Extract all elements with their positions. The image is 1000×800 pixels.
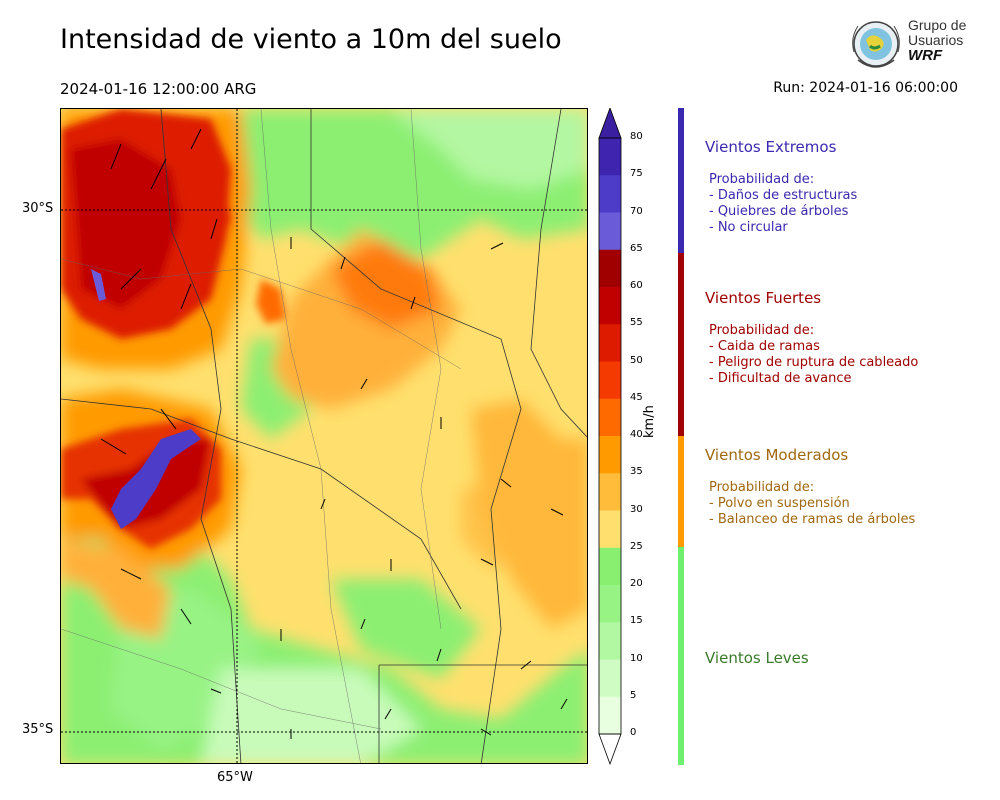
colorbar-tick-label: 30 [630, 503, 643, 515]
colorbar-tick-label: 60 [630, 280, 643, 291]
wind-field [61, 109, 587, 763]
map-title: Intensidad de viento a 10m del suelo [60, 24, 562, 55]
wind-map [60, 108, 588, 764]
colorbar-tick-label: 70 [630, 205, 643, 217]
colorbar-segment [599, 696, 621, 735]
colorbar-tick-label: 10 [630, 652, 643, 664]
colorbar-tick-label: 45 [630, 391, 643, 403]
colorbar-max-arrow [598, 106, 622, 139]
wrf-logo: Grupo de Usuarios WRF [848, 16, 968, 72]
colorbar-segment [599, 361, 621, 400]
colorbar-tick-label: 5 [630, 689, 637, 701]
colorbar-segment [599, 249, 621, 288]
colorbar-tick-label: 35 [630, 466, 643, 478]
category-desc-moderados: Probabilidad de: - Polvo en suspensión -… [709, 480, 916, 527]
colorbar-segment [599, 324, 621, 362]
run-time: Run: 2024-01-16 06:00:00 [773, 80, 958, 96]
colorbar-segment [599, 175, 621, 213]
lat-label-30s: 30°S [22, 201, 54, 216]
colorbar-tick-label: 0 [630, 727, 637, 738]
colorbar-segment [599, 436, 621, 474]
colorbar-tick-label: 55 [630, 317, 643, 329]
category-bar-leves [678, 547, 684, 765]
colorbar-min-arrow [598, 733, 622, 766]
colorbar-tick-label: 50 [630, 354, 643, 366]
colorbar-tick-label: 15 [630, 615, 643, 627]
colorbar-segment [599, 622, 621, 660]
colorbar-unit: km/h [642, 405, 657, 438]
colorbar-graphic [598, 106, 622, 766]
colorbar-segment [599, 138, 621, 176]
category-bar-moderados [678, 436, 684, 547]
colorbar-tick-label: 25 [630, 540, 643, 552]
colorbar-segment [599, 510, 621, 549]
category-bar-fuertes [678, 253, 684, 436]
colorbar-segment [599, 287, 621, 325]
colorbar-tick-label: 20 [630, 578, 643, 589]
category-title-fuertes: Vientos Fuertes [705, 289, 822, 307]
lon-label-65w: 65°W [217, 770, 253, 785]
valid-time: 2024-01-16 12:00:00 ARG [60, 80, 257, 98]
colorbar [598, 106, 622, 768]
colorbar-tick-label: 65 [630, 242, 643, 254]
colorbar-tick-label: 80 [630, 131, 643, 142]
category-title-extremos: Vientos Extremos [705, 138, 837, 156]
colorbar-tick-label: 40 [630, 429, 643, 440]
colorbar-segment [599, 398, 621, 437]
category-title-leves: Vientos Leves [705, 649, 809, 667]
lat-label-35s: 35°S [22, 722, 54, 737]
colorbar-segment [599, 547, 621, 586]
globe-icon [852, 21, 900, 68]
category-title-moderados: Vientos Moderados [705, 446, 849, 464]
colorbar-segment [599, 212, 621, 251]
category-desc-fuertes: Probabilidad de: - Caida de ramas - Peli… [709, 323, 919, 386]
category-desc-extremos: Probabilidad de: - Daños de estructuras … [709, 172, 858, 235]
colorbar-tick-label: 75 [630, 168, 643, 180]
logo-text: Grupo de Usuarios WRF [908, 17, 967, 64]
colorbar-segment [599, 585, 621, 623]
colorbar-segment [599, 659, 621, 698]
colorbar-segment [599, 473, 621, 511]
category-bar-extremos [678, 108, 684, 253]
